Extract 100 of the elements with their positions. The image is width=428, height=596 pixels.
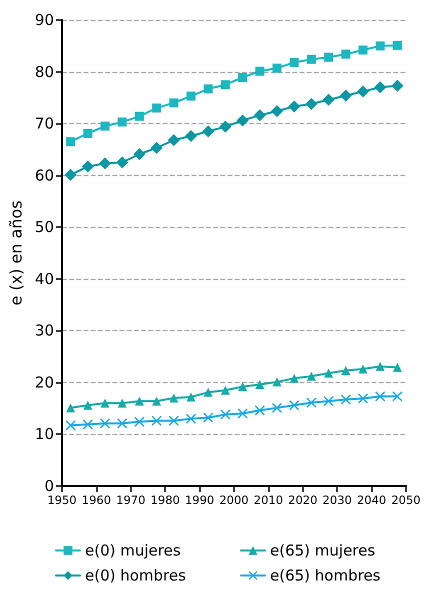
point bbox=[152, 396, 162, 406]
point bbox=[374, 81, 386, 94]
point bbox=[169, 393, 178, 402]
point bbox=[134, 396, 144, 406]
point bbox=[254, 405, 265, 416]
point bbox=[341, 50, 350, 59]
point bbox=[83, 400, 92, 410]
point bbox=[185, 130, 197, 142]
point bbox=[220, 410, 230, 420]
point bbox=[186, 92, 196, 101]
point bbox=[306, 372, 316, 381]
y-tick-label: 40 bbox=[34, 270, 54, 288]
y-tick-label: 10 bbox=[34, 425, 54, 444]
point bbox=[202, 125, 214, 138]
point bbox=[220, 386, 230, 395]
point bbox=[100, 418, 110, 428]
legend-label: e(65) hombres bbox=[270, 566, 381, 584]
point bbox=[376, 362, 385, 371]
point bbox=[186, 392, 196, 402]
point bbox=[306, 398, 316, 408]
point bbox=[134, 416, 144, 427]
point bbox=[358, 393, 368, 404]
point bbox=[66, 420, 76, 430]
x-tick-label: 2020 bbox=[288, 493, 318, 507]
x-tick-label: 1960 bbox=[82, 493, 112, 507]
point bbox=[289, 400, 300, 410]
point bbox=[324, 396, 334, 406]
point bbox=[83, 128, 92, 138]
point bbox=[340, 394, 351, 405]
point bbox=[204, 388, 213, 397]
point bbox=[203, 412, 214, 423]
point bbox=[272, 64, 282, 73]
point bbox=[392, 391, 402, 402]
point bbox=[271, 105, 283, 118]
point bbox=[118, 398, 127, 408]
point bbox=[340, 90, 352, 102]
x-tick-label: 1950 bbox=[47, 493, 77, 507]
point bbox=[169, 98, 178, 108]
point bbox=[238, 382, 248, 392]
point bbox=[290, 58, 299, 67]
point bbox=[116, 156, 128, 168]
x-tick-label: 2030 bbox=[322, 493, 352, 507]
point bbox=[82, 419, 93, 430]
point bbox=[66, 137, 76, 146]
point bbox=[272, 377, 282, 386]
point bbox=[66, 403, 76, 412]
point bbox=[99, 157, 111, 170]
y-tick-label: 90 bbox=[34, 11, 54, 29]
x-tick-label: 2050 bbox=[391, 493, 421, 507]
point bbox=[238, 72, 248, 82]
point bbox=[392, 362, 402, 372]
point bbox=[254, 109, 266, 122]
point bbox=[324, 52, 334, 62]
point bbox=[392, 40, 402, 50]
point bbox=[341, 366, 350, 376]
point bbox=[150, 142, 163, 154]
legend-label: e(65) mujeres bbox=[270, 542, 376, 560]
point bbox=[220, 80, 230, 90]
point bbox=[134, 112, 144, 121]
point bbox=[152, 416, 162, 426]
y-axis-title: e (x) en años bbox=[6, 200, 26, 306]
point bbox=[324, 368, 334, 378]
point bbox=[376, 41, 385, 50]
point bbox=[219, 120, 232, 133]
point bbox=[272, 402, 282, 413]
y-tick-label: 0 bbox=[44, 477, 54, 495]
point bbox=[186, 414, 196, 424]
y-tick-label: 70 bbox=[34, 114, 54, 133]
point bbox=[305, 98, 318, 110]
point bbox=[117, 418, 128, 428]
point bbox=[322, 94, 335, 106]
x-tick-label: 1990 bbox=[184, 493, 214, 507]
point bbox=[100, 122, 110, 131]
y-tick-label: 80 bbox=[34, 62, 54, 81]
x-tick-label: 1980 bbox=[150, 493, 180, 507]
point bbox=[152, 104, 162, 113]
point bbox=[255, 66, 264, 76]
point bbox=[375, 391, 386, 402]
point bbox=[168, 134, 180, 146]
point bbox=[204, 84, 213, 94]
point bbox=[168, 416, 179, 426]
point bbox=[238, 408, 248, 419]
x-tick-label: 2000 bbox=[219, 493, 249, 507]
point bbox=[118, 118, 127, 126]
point bbox=[82, 160, 94, 173]
point bbox=[290, 374, 299, 383]
point bbox=[358, 364, 368, 374]
x-tick-label: 1970 bbox=[116, 493, 146, 507]
point bbox=[64, 168, 77, 181]
legend-label: e(0) hombres bbox=[85, 566, 186, 584]
point bbox=[133, 148, 146, 160]
x-tick-label: 2010 bbox=[254, 493, 284, 507]
y-tick-label: 60 bbox=[34, 166, 54, 184]
point bbox=[358, 46, 368, 55]
point bbox=[288, 100, 300, 112]
point bbox=[306, 54, 316, 64]
point bbox=[357, 85, 369, 98]
y-tick-label: 30 bbox=[34, 322, 54, 340]
y-tick-label: 20 bbox=[34, 373, 54, 392]
legend-label: e(0) mujeres bbox=[85, 542, 181, 560]
